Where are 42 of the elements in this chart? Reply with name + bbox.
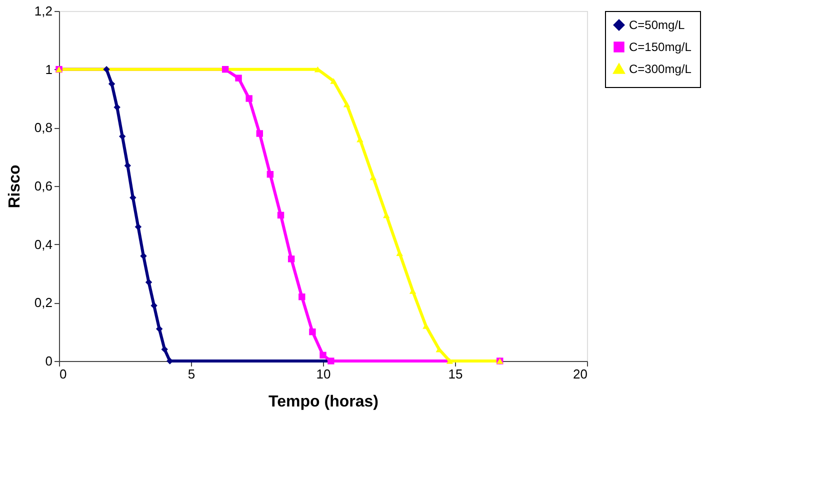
point bbox=[328, 358, 334, 364]
legend-label: C=150mg/L bbox=[629, 40, 692, 54]
y-tick-label: 1 bbox=[45, 62, 52, 77]
y-tick-label: 0,6 bbox=[34, 178, 52, 194]
y-tick-label: 0,2 bbox=[34, 295, 52, 310]
point bbox=[134, 223, 142, 230]
y-tick-label: 0,8 bbox=[34, 120, 52, 136]
y-axis-title: Risco bbox=[6, 164, 24, 208]
point bbox=[246, 95, 252, 102]
point bbox=[235, 74, 242, 82]
legend-label: C=300mg/L bbox=[629, 62, 692, 76]
point bbox=[277, 212, 284, 219]
legend-label: C=50mg/L bbox=[629, 18, 686, 32]
point bbox=[156, 326, 163, 332]
point bbox=[298, 293, 306, 300]
point bbox=[256, 130, 263, 137]
point bbox=[222, 66, 229, 73]
point bbox=[320, 352, 326, 359]
x-tick-label: 10 bbox=[316, 366, 331, 382]
point bbox=[145, 278, 152, 286]
x-tick-label: 15 bbox=[448, 366, 463, 382]
point bbox=[119, 133, 126, 140]
point bbox=[288, 256, 295, 262]
point bbox=[309, 328, 316, 336]
point bbox=[446, 358, 454, 364]
point bbox=[343, 101, 350, 108]
y-tick-label: 0 bbox=[45, 354, 52, 368]
point bbox=[161, 346, 168, 353]
point bbox=[150, 302, 158, 309]
point bbox=[266, 170, 274, 178]
point bbox=[330, 78, 337, 84]
x-tick-label: 0 bbox=[60, 366, 67, 382]
x-tick-label: 5 bbox=[188, 366, 196, 382]
x-tick-label: 20 bbox=[573, 366, 588, 382]
y-tick-label: 0,4 bbox=[34, 236, 52, 252]
point bbox=[422, 323, 430, 329]
point bbox=[108, 80, 116, 88]
y-tick-label: 1,2 bbox=[34, 4, 52, 18]
point bbox=[103, 66, 110, 73]
point bbox=[124, 162, 131, 169]
point bbox=[140, 252, 147, 260]
x-axis-title: Tempo (horas) bbox=[268, 394, 378, 410]
